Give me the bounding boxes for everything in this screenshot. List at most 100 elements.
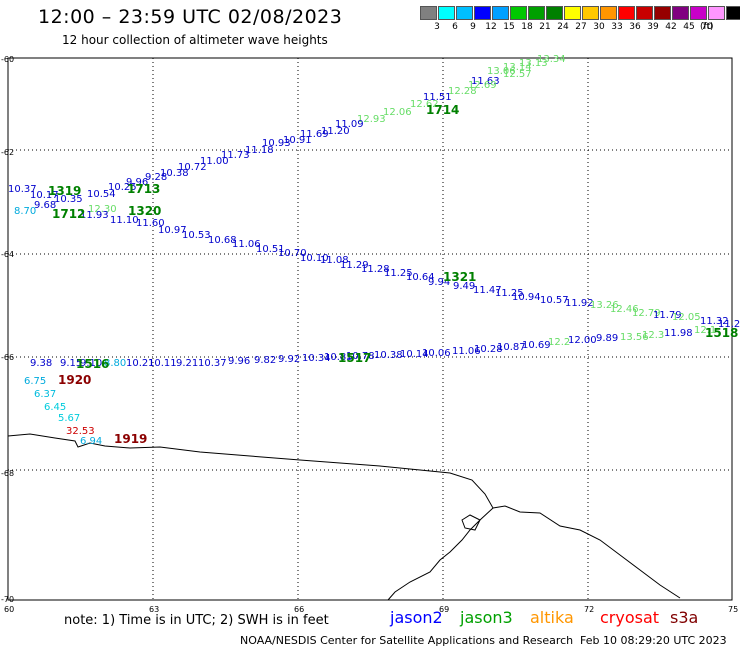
wave-height-value: 9.15 [60, 358, 82, 369]
track-id-label: 1712 [52, 207, 85, 221]
wave-height-value: 6.94 [80, 436, 102, 447]
track-id-label: 1518 [705, 326, 738, 340]
track-id-label: 1320 [128, 204, 161, 218]
wave-height-value: 10.57 [540, 295, 569, 306]
wave-height-value: 11.92 [565, 298, 594, 309]
wave-height-value: 12.69 [468, 80, 497, 91]
wave-height-value: 11.08 [320, 255, 349, 266]
wave-height-value: 10.10 [300, 253, 329, 264]
wave-height-value: 13.56 [620, 332, 649, 343]
wave-height-value: 32.53 [66, 426, 95, 437]
map-subtitle: 12 hour collection of altimeter wave hei… [62, 33, 328, 47]
timestamp-text: Feb 10 08:29:20 UTC 2023 [580, 634, 727, 647]
coastline-east [492, 505, 681, 599]
color-swatch [636, 6, 653, 20]
color-scale-tick: 27 [575, 22, 587, 32]
wave-height-value: 11.29 [340, 260, 369, 271]
wave-height-value: 10.38 [160, 168, 189, 179]
color-swatch [690, 6, 707, 20]
wave-height-value: 10.85 [324, 352, 353, 363]
color-scale-tick: 9 [470, 22, 476, 32]
satellite-name: jason2 [390, 608, 443, 627]
wave-height-value: 9.28 [145, 172, 167, 183]
wave-height-value: 11.93 [80, 210, 109, 221]
color-swatch [618, 6, 635, 20]
wave-height-value: 10.97 [158, 225, 187, 236]
wave-height-value: 10.25 [108, 182, 137, 193]
color-scale-tick: 70 [701, 22, 713, 32]
wave-height-value: 12.46 [610, 304, 639, 315]
color-swatch [582, 6, 599, 20]
wave-height-value: 11.25 [384, 268, 413, 279]
wave-height-value: 10.51 [256, 244, 285, 255]
satellite-name: cryosat [600, 608, 660, 627]
wave-height-value: 12.2 [548, 337, 570, 348]
color-scale-tick: 42 [665, 22, 677, 32]
wave-height-value: 11.10 [110, 215, 139, 226]
color-swatch [492, 6, 509, 20]
wave-height-value: 10.94 [512, 292, 541, 303]
wave-height-value: 12.62 [410, 99, 439, 110]
wave-height-value: 11.73 [221, 150, 250, 161]
map-title: 12:00 – 23:59 UTC 02/08/2023 [38, 6, 343, 28]
wave-height-value: 9.21 [176, 358, 198, 369]
wave-height-value: 12.05 [672, 312, 701, 323]
wave-height-value: 10.38 [374, 350, 403, 361]
color-swatch [672, 6, 689, 20]
color-scale-tick: 6 [452, 22, 458, 32]
wave-height-value: 11.09 [335, 119, 364, 130]
wave-height-value: 10.54 [87, 189, 116, 200]
wave-height-value: 9.94 [428, 277, 450, 288]
wave-height-value: 13.06 [487, 66, 516, 77]
track-labels: 1714 1713 1319 1712 1320 1321 1518 1517 1516 1920… [48, 103, 738, 446]
wave-height-value: 9.96 [126, 177, 148, 188]
wave-height-value: 10.72 [178, 162, 207, 173]
longitude-label: 66 [294, 605, 304, 614]
gridlines [8, 58, 732, 600]
latitude-label: -68 [1, 469, 14, 478]
wave-height-value: 9.10 [80, 358, 102, 369]
color-scale-tick: 3 [434, 22, 440, 32]
track-id-label: 1714 [426, 103, 459, 117]
wave-height-value: 9.82 [254, 355, 276, 366]
longitude-label: 75 [728, 605, 738, 614]
wave-height-value: 10.93 [262, 138, 291, 149]
color-swatch [654, 6, 671, 20]
track-id-label: 1517 [338, 351, 371, 365]
satellite-name: altika [530, 608, 574, 627]
wave-height-value: 6.75 [24, 376, 46, 387]
satellite-name: s3a [670, 608, 699, 627]
wave-height-value: 10.06 [422, 348, 451, 359]
wave-height-value: 13.26 [590, 300, 619, 311]
wave-height-value: 11.06 [452, 346, 481, 357]
color-swatch [474, 6, 491, 20]
color-scale-tick: 45 [683, 22, 695, 32]
wave-height-value: 11.00 [200, 156, 229, 167]
wave-height-value: 9.92 [278, 354, 300, 365]
wave-height-value: 8.80 [104, 358, 126, 369]
wave-height-value: 6.37 [34, 389, 56, 400]
wave-height-value: 11.22 [718, 319, 740, 330]
wave-height-value: 13.14 [503, 62, 532, 73]
color-swatch [564, 6, 581, 20]
wave-height-value: 10.34 [302, 353, 331, 364]
longitude-label: 63 [149, 605, 159, 614]
longitude-label: 72 [584, 605, 594, 614]
wave-height-value: 10.91 [283, 135, 312, 146]
color-scale-tick: 30 [593, 22, 605, 32]
wave-height-value: 12.30 [88, 204, 117, 215]
color-swatch [726, 6, 740, 20]
color-scale-tick: 24 [557, 22, 569, 32]
wave-height-value: 11.32 [700, 316, 729, 327]
color-scale-tick: 36 [629, 22, 641, 32]
footer-note: note: 1) Time is in UTC; 2) SWH is in fe… [64, 613, 329, 628]
wave-height-value: 11.51 [423, 92, 452, 103]
wave-height-value: 11.28 [361, 264, 390, 275]
longitude-label: 69 [439, 605, 449, 614]
color-scale-labels: 3 6 9 12 15 18 21 24 27 30 33 36 39 42 45 70 [420, 22, 740, 36]
color-swatch [456, 6, 473, 20]
latitude-label: -64 [1, 250, 14, 259]
satellite-name: jason3 [460, 608, 513, 627]
map-frame [7, 57, 733, 601]
wave-height-value: 9.38 [30, 358, 52, 369]
